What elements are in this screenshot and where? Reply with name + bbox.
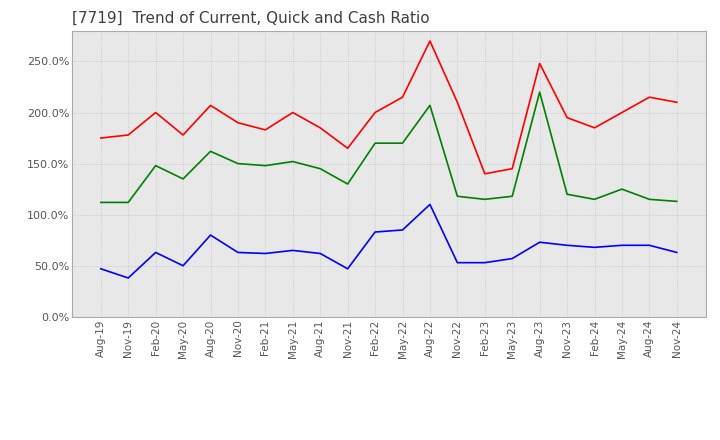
Cash Ratio — [151, 250, 160, 255]
Quick Ratio — [426, 103, 434, 108]
Cash Ratio — [371, 229, 379, 235]
Current Ratio — [590, 125, 599, 131]
Current Ratio — [124, 132, 132, 138]
Cash Ratio — [179, 263, 187, 268]
Quick Ratio — [480, 197, 489, 202]
Quick Ratio — [645, 197, 654, 202]
Current Ratio — [343, 146, 352, 151]
Quick Ratio — [343, 181, 352, 187]
Current Ratio — [618, 110, 626, 115]
Cash Ratio — [426, 202, 434, 207]
Current Ratio — [672, 99, 681, 105]
Quick Ratio — [563, 191, 572, 197]
Quick Ratio — [179, 176, 187, 182]
Cash Ratio — [343, 266, 352, 271]
Line: Quick Ratio: Quick Ratio — [101, 92, 677, 202]
Quick Ratio — [151, 163, 160, 168]
Quick Ratio — [672, 199, 681, 204]
Current Ratio — [508, 166, 516, 171]
Cash Ratio — [261, 251, 270, 256]
Current Ratio — [645, 95, 654, 100]
Cash Ratio — [590, 245, 599, 250]
Cash Ratio — [508, 256, 516, 261]
Current Ratio — [179, 132, 187, 138]
Cash Ratio — [289, 248, 297, 253]
Quick Ratio — [233, 161, 242, 166]
Cash Ratio — [233, 250, 242, 255]
Quick Ratio — [96, 200, 105, 205]
Text: [7719]  Trend of Current, Quick and Cash Ratio: [7719] Trend of Current, Quick and Cash … — [72, 11, 430, 26]
Quick Ratio — [453, 194, 462, 199]
Current Ratio — [316, 125, 325, 131]
Current Ratio — [563, 115, 572, 120]
Cash Ratio — [563, 242, 572, 248]
Cash Ratio — [618, 242, 626, 248]
Line: Current Ratio: Current Ratio — [101, 41, 677, 174]
Cash Ratio — [124, 275, 132, 281]
Current Ratio — [536, 61, 544, 66]
Cash Ratio — [398, 227, 407, 233]
Current Ratio — [289, 110, 297, 115]
Cash Ratio — [672, 250, 681, 255]
Current Ratio — [206, 103, 215, 108]
Quick Ratio — [289, 159, 297, 164]
Quick Ratio — [206, 149, 215, 154]
Quick Ratio — [371, 140, 379, 146]
Cash Ratio — [536, 240, 544, 245]
Cash Ratio — [453, 260, 462, 265]
Quick Ratio — [590, 197, 599, 202]
Quick Ratio — [508, 194, 516, 199]
Cash Ratio — [316, 251, 325, 256]
Quick Ratio — [536, 89, 544, 95]
Current Ratio — [398, 95, 407, 100]
Current Ratio — [261, 127, 270, 132]
Line: Cash Ratio: Cash Ratio — [101, 205, 677, 278]
Cash Ratio — [206, 232, 215, 238]
Quick Ratio — [261, 163, 270, 168]
Current Ratio — [480, 171, 489, 176]
Cash Ratio — [96, 266, 105, 271]
Current Ratio — [233, 120, 242, 125]
Quick Ratio — [124, 200, 132, 205]
Quick Ratio — [398, 140, 407, 146]
Quick Ratio — [316, 166, 325, 171]
Cash Ratio — [480, 260, 489, 265]
Current Ratio — [426, 38, 434, 44]
Quick Ratio — [618, 187, 626, 192]
Legend: Current Ratio, Quick Ratio, Cash Ratio: Current Ratio, Quick Ratio, Cash Ratio — [192, 436, 585, 440]
Current Ratio — [151, 110, 160, 115]
Cash Ratio — [645, 242, 654, 248]
Current Ratio — [453, 99, 462, 105]
Current Ratio — [96, 136, 105, 141]
Current Ratio — [371, 110, 379, 115]
